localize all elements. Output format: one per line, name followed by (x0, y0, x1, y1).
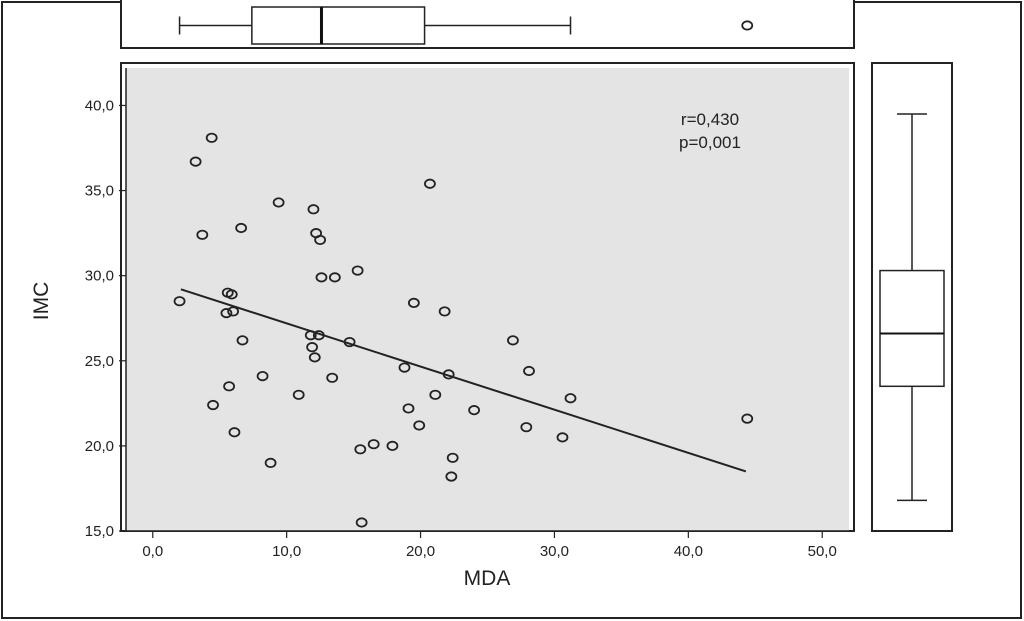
x-boxplot (178, 6, 754, 45)
data-point (207, 399, 219, 411)
x-tick-label: 30,0 (540, 543, 569, 560)
x-tick-label: 50,0 (808, 543, 837, 560)
data-point (413, 420, 426, 431)
y-axis: 15,0 20,0 25,0 30,0 35,0 40,0 (85, 68, 127, 540)
data-point (520, 422, 533, 433)
y-axis-label: IMC (30, 282, 53, 321)
data-point (225, 289, 238, 300)
x-boxplot-outlier (741, 20, 754, 31)
data-point (227, 306, 240, 317)
data-point (741, 413, 754, 424)
data-point (307, 204, 320, 215)
data-point (314, 234, 327, 246)
data-point (556, 432, 569, 443)
data-point (304, 330, 317, 341)
data-point (220, 308, 233, 319)
x-tick-label: 40,0 (674, 543, 703, 560)
x-boxplot-box (251, 6, 426, 45)
scatter-panel: 0,0 10,0 20,0 30,0 40,0 50,0 15,0 20,0 25,0 30,0… (30, 62, 855, 590)
plot-area (126, 68, 849, 531)
data-point (292, 389, 305, 400)
x-tick-label: 10,0 (272, 543, 301, 560)
data-point (264, 457, 277, 469)
data-point (326, 372, 339, 383)
data-point (306, 342, 319, 353)
y-tick-label: 35,0 (85, 183, 114, 200)
data-point (189, 156, 202, 167)
data-point (228, 427, 241, 438)
data-point (564, 393, 577, 404)
y-tick-label: 15,0 (85, 523, 114, 540)
data-point (308, 352, 321, 363)
regression-line-path (180, 288, 747, 473)
data-point (354, 444, 367, 455)
data-point (445, 471, 458, 482)
y-boxplot-panel (871, 62, 953, 532)
data-point (446, 452, 459, 463)
data-point (407, 297, 420, 309)
data-point (272, 197, 285, 208)
data-point (402, 403, 415, 414)
x-tick-label: 20,0 (406, 543, 435, 560)
x-axis-label: MDA (464, 567, 511, 590)
data-point (196, 229, 209, 240)
y-tick-label: 30,0 (85, 268, 114, 285)
y-tick-label: 40,0 (85, 97, 114, 114)
data-point (386, 440, 399, 451)
data-point (256, 370, 269, 382)
data-point (424, 178, 436, 189)
x-boxplot-frame (120, 0, 855, 49)
data-point (468, 405, 481, 416)
data-point (523, 365, 535, 377)
data-point (442, 369, 455, 380)
data-point (398, 362, 411, 373)
data-point (236, 335, 249, 346)
regression-line (180, 288, 747, 473)
annotation-r: r=0,430 (681, 110, 739, 129)
data-point (343, 336, 356, 348)
data-point (173, 296, 186, 307)
annotation-p: p=0,001 (679, 133, 741, 152)
data-point (235, 222, 248, 234)
data-point (205, 132, 218, 143)
y-tick-label: 25,0 (85, 353, 114, 370)
data-point (328, 272, 341, 283)
data-point (507, 335, 519, 346)
data-point (351, 265, 364, 276)
data-point (367, 439, 380, 450)
data-point (312, 330, 325, 341)
x-tick-label: 0,0 (142, 543, 163, 560)
y-boxplot (879, 113, 945, 502)
data-point (223, 381, 235, 392)
data-point (355, 517, 368, 528)
y-boxplot-box (879, 269, 945, 388)
x-axis: 0,0 10,0 20,0 30,0 40,0 50,0 (126, 530, 849, 560)
data-point (438, 306, 451, 317)
scatter-points (173, 132, 754, 528)
y-tick-label: 20,0 (85, 438, 114, 455)
data-point (429, 389, 442, 400)
x-boxplot-panel (120, 0, 855, 49)
data-point (315, 272, 328, 283)
